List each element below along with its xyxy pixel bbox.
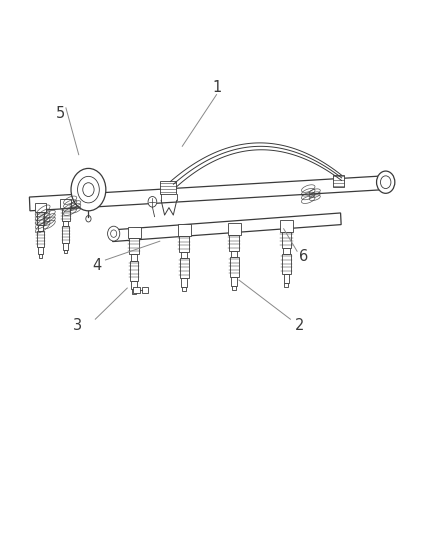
FancyBboxPatch shape [178,224,191,236]
FancyBboxPatch shape [142,287,148,293]
FancyBboxPatch shape [282,232,291,248]
FancyBboxPatch shape [283,248,290,254]
Circle shape [71,168,106,211]
FancyBboxPatch shape [60,199,71,208]
FancyBboxPatch shape [37,213,45,225]
FancyBboxPatch shape [284,283,289,287]
FancyBboxPatch shape [39,254,42,257]
FancyBboxPatch shape [64,243,68,250]
Circle shape [78,176,99,203]
FancyBboxPatch shape [282,254,291,274]
FancyBboxPatch shape [130,261,138,281]
FancyBboxPatch shape [131,281,137,289]
FancyBboxPatch shape [133,287,140,293]
Text: 1: 1 [212,80,222,95]
FancyBboxPatch shape [37,231,44,247]
FancyBboxPatch shape [180,236,189,252]
FancyBboxPatch shape [35,203,46,213]
FancyBboxPatch shape [131,254,138,261]
FancyBboxPatch shape [132,289,136,294]
FancyBboxPatch shape [38,247,43,254]
Circle shape [381,176,391,189]
Circle shape [83,183,94,197]
FancyBboxPatch shape [127,227,141,238]
Text: 4: 4 [92,258,102,273]
Circle shape [111,230,117,237]
FancyBboxPatch shape [232,286,236,290]
FancyBboxPatch shape [160,181,176,195]
FancyBboxPatch shape [181,278,187,287]
Text: 2: 2 [295,318,304,333]
Text: 3: 3 [73,318,82,333]
FancyBboxPatch shape [228,223,241,235]
FancyBboxPatch shape [230,235,239,251]
FancyBboxPatch shape [129,238,139,254]
FancyBboxPatch shape [62,208,70,221]
Circle shape [148,197,157,207]
FancyBboxPatch shape [284,274,289,283]
FancyBboxPatch shape [182,287,186,291]
Circle shape [86,216,91,222]
Text: 6: 6 [299,249,308,264]
FancyBboxPatch shape [180,258,188,278]
FancyBboxPatch shape [64,250,67,253]
FancyBboxPatch shape [333,175,344,187]
FancyBboxPatch shape [62,227,69,243]
Polygon shape [112,213,341,241]
Circle shape [377,171,395,193]
Text: 5: 5 [56,106,65,122]
FancyBboxPatch shape [181,252,187,258]
FancyBboxPatch shape [38,225,43,231]
Polygon shape [29,176,385,211]
FancyBboxPatch shape [280,220,293,232]
FancyBboxPatch shape [63,221,68,227]
Circle shape [108,226,120,241]
FancyBboxPatch shape [231,251,237,257]
FancyBboxPatch shape [230,257,239,277]
FancyBboxPatch shape [231,277,237,286]
